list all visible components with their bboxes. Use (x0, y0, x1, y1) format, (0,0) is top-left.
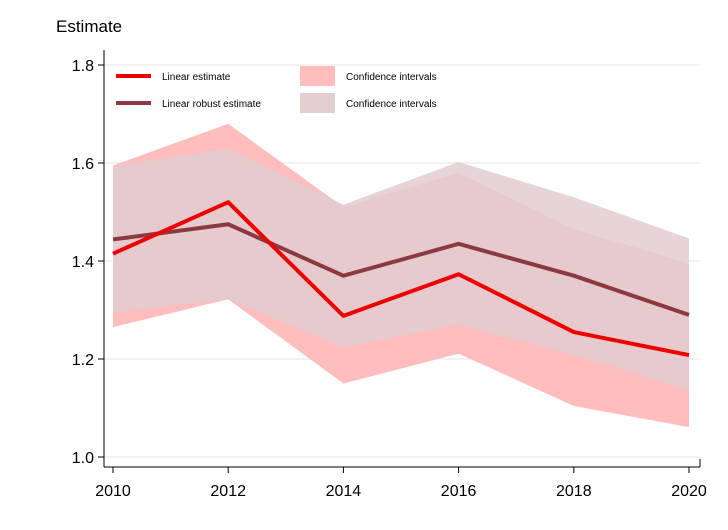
legend-label-robust: Linear robust estimate (162, 99, 261, 110)
x-tick-label: 2010 (95, 483, 131, 500)
legend-swatch-ci-robust (300, 93, 335, 113)
x-tick-label: 2014 (326, 483, 362, 500)
y-tick-label: 1.4 (72, 254, 94, 271)
y-tick-label: 1.8 (72, 58, 94, 75)
legend-label-linear: Linear estimate (162, 72, 231, 83)
line-robust-estimate (112, 222, 690, 317)
legend-label-ci-robust: Confidence intervals (346, 99, 437, 110)
legend: Linear estimate Confidence intervals Lin… (116, 66, 437, 113)
x-ticks: 2010 2012 2014 2016 2018 2020 (95, 467, 707, 500)
axes (103, 50, 701, 468)
series-lines (112, 200, 690, 358)
y-tick-label: 1.6 (72, 156, 94, 173)
line-linear-estimate (112, 200, 690, 358)
y-tick-label: 1.2 (72, 352, 94, 369)
x-tick-label: 2016 (441, 483, 477, 500)
legend-swatch-ci-linear (300, 66, 335, 86)
y-axis-label: Estimate (56, 17, 122, 36)
x-tick-label: 2018 (556, 483, 592, 500)
x-tick-label: 2012 (210, 483, 246, 500)
x-tick-label: 2020 (671, 483, 707, 500)
legend-label-ci-linear: Confidence intervals (346, 72, 437, 83)
ci-band-robust (113, 148, 689, 390)
confidence-bands (113, 123, 689, 428)
y-tick-label: 1.0 (72, 450, 94, 467)
y-ticks: 1.0 1.2 1.4 1.6 1.8 (72, 58, 104, 467)
